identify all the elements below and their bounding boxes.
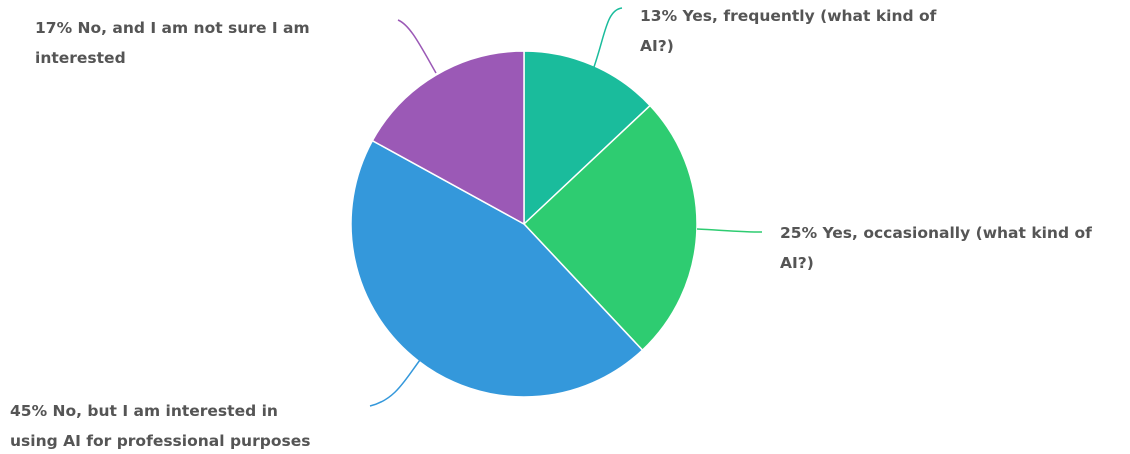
- slice-label: AI?): [780, 254, 814, 272]
- slice-label: 17% No, and I am not sure I am: [35, 19, 310, 37]
- leader-line: [369, 359, 421, 407]
- slice-label: 25% Yes, occasionally (what kind of: [780, 224, 1092, 242]
- pie-slice: [522, 104, 698, 352]
- slice-label: 13% Yes, frequently (what kind of: [640, 7, 937, 25]
- pie-slice: [523, 50, 652, 226]
- leader-line: [696, 228, 763, 233]
- slice-label: 45% No, but I am interested in: [10, 402, 278, 420]
- slice-label: AI?): [640, 37, 674, 55]
- pie-slice: [350, 139, 644, 398]
- slice-label: interested: [35, 49, 126, 67]
- pie-slice: [371, 50, 525, 226]
- leader-line: [397, 19, 437, 74]
- leader-line: [589, 7, 623, 79]
- slice-label: using AI for professional purposes: [10, 432, 310, 450]
